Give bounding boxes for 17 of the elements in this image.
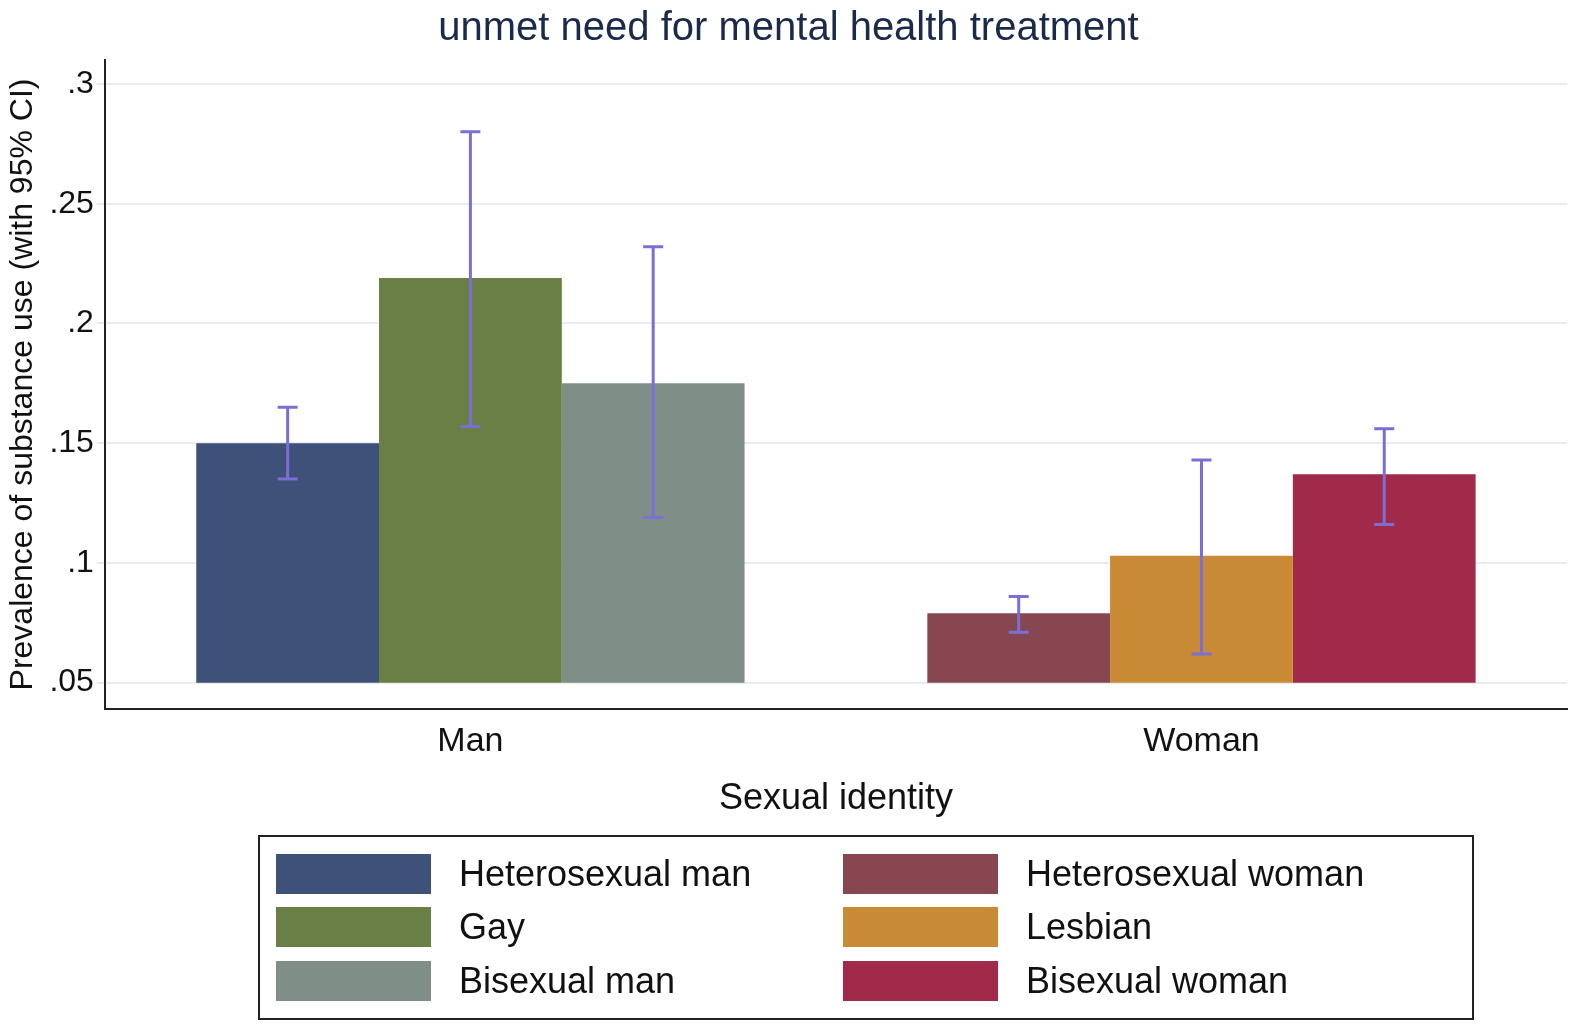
y-tick-label: .15 xyxy=(49,423,94,459)
y-tick-label: .3 xyxy=(67,63,94,100)
y-axis-title: Prevalence of substance use (with 95% CI) xyxy=(3,78,40,691)
legend-label: Bisexual woman xyxy=(1025,960,1289,1003)
y-tick-label: .05 xyxy=(49,662,94,699)
y-tick-label: .25 xyxy=(49,183,94,220)
x-axis-title: Sexual identity xyxy=(718,776,954,818)
chart-title: unmet need for mental health treatment xyxy=(437,4,1140,49)
y-tick-label: .1 xyxy=(67,542,94,579)
legend-label: Bisexual man xyxy=(459,960,676,1003)
legend-label: Lesbian xyxy=(1025,906,1153,949)
y-tick-label: .2 xyxy=(67,303,94,340)
legend-label: Gay xyxy=(459,906,526,949)
legend-label: Heterosexual woman xyxy=(1025,852,1365,895)
x-tick-label: Woman xyxy=(1143,719,1260,758)
legend-label: Heterosexual man xyxy=(459,852,752,895)
x-tick-label: Man xyxy=(437,719,504,758)
